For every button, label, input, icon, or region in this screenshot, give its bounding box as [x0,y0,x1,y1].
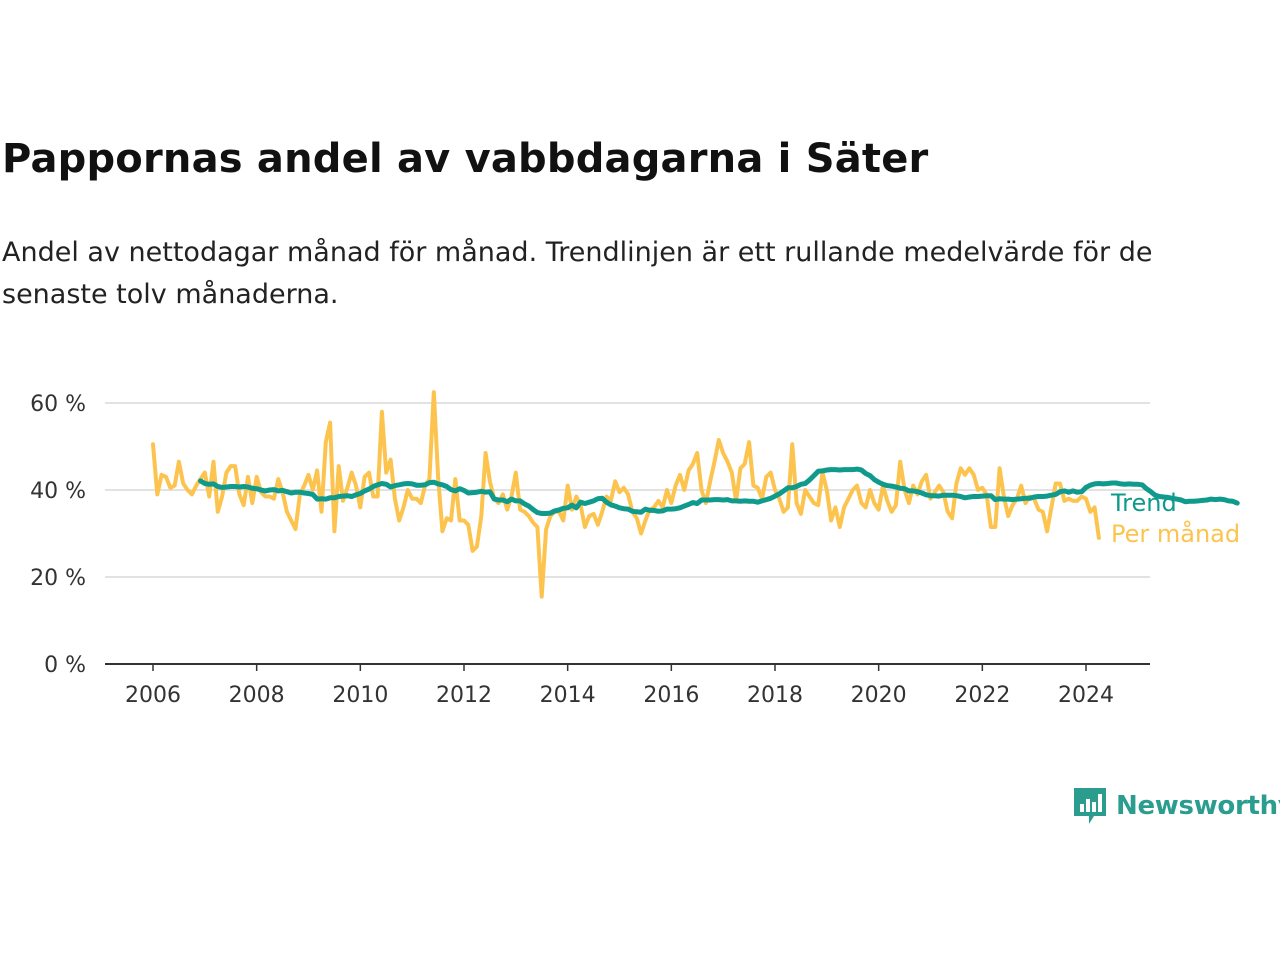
y-tick-label: 20 % [30,566,86,591]
y-tick-label: 40 % [30,479,86,504]
x-tick-label: 2006 [125,683,181,708]
line-chart: 0 % 20 % 40 % 60 % 2006 2008 2010 2012 2014 2016 2… [30,390,1240,708]
x-tick-label: 2010 [332,683,388,708]
brand-logo: Newsworthy [1072,786,1280,826]
series-label-per-manad: Per månad [1111,519,1240,548]
series-line-per-manad [151,390,1101,599]
x-tick-label: 2014 [540,683,596,708]
brand-name: Newsworthy [1116,791,1280,821]
y-tick-label: 60 % [30,392,86,417]
chart-title: Pappornas andel av vabbdagarna i Säter [2,136,929,182]
y-tick-label: 0 % [44,653,86,678]
chart-subtitle: Andel av nettodagar månad för månad. Tre… [2,237,1153,310]
x-tick-label: 2018 [747,683,803,708]
series-line-trend [198,466,1240,516]
x-tick-label: 2024 [1058,683,1114,708]
newsworthy-logo-icon [1074,788,1106,824]
x-tick-label: 2022 [954,683,1010,708]
series-label-trend: Trend [1110,489,1177,517]
x-tick-label: 2008 [229,683,285,708]
x-tick-label: 2020 [851,683,907,708]
x-tick-label: 2016 [643,683,699,708]
x-tick-label: 2012 [436,683,492,708]
